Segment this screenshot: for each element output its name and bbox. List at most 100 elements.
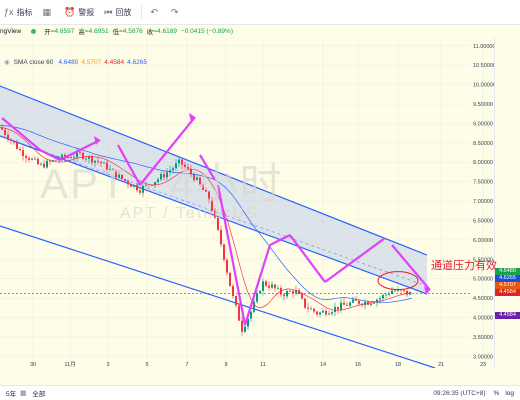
candle-body <box>340 302 342 310</box>
close-label: 收 <box>146 29 154 36</box>
candle-body <box>172 168 174 171</box>
open-label: 开 <box>44 29 51 36</box>
channel-upper-line <box>0 85 428 256</box>
candle-body <box>145 184 147 186</box>
x-tick-label: 30 <box>30 362 36 368</box>
y-tick-label: 7.00000 <box>473 199 493 205</box>
candle-body <box>409 292 411 295</box>
candle-body <box>364 301 366 306</box>
replay-button[interactable]: ⏮ 回放 <box>104 7 131 18</box>
candle-body <box>133 185 135 187</box>
channel-upper-fill <box>0 86 427 294</box>
open-value: =4.6597 <box>50 27 75 35</box>
candle-body <box>97 160 99 162</box>
y-tick-label: 6.00000 <box>473 238 493 244</box>
undo-icon: ↶ <box>150 6 158 17</box>
candle-body <box>52 160 54 162</box>
x-tick-label: 23 <box>480 362 486 368</box>
y-tick-label: 9.00000 <box>473 121 493 127</box>
wave-arrow-segment <box>289 234 326 283</box>
wave-arrow-segment <box>117 144 141 186</box>
candle-body <box>208 191 210 201</box>
wave-arrow-segment <box>1 117 41 151</box>
calendar-icon[interactable]: ▦ <box>20 390 27 397</box>
timeframe-all[interactable]: 全部 <box>32 391 46 398</box>
candle-body <box>391 290 393 295</box>
candle-body <box>238 305 240 321</box>
candle-body <box>112 168 114 171</box>
indicator-name[interactable]: SMA close 60 <box>13 58 54 66</box>
candle-body <box>211 200 213 211</box>
candle-body <box>307 307 309 309</box>
candle-body <box>88 156 90 159</box>
candle-body <box>94 160 96 163</box>
candle-body <box>232 286 234 297</box>
candle-body <box>1 127 3 130</box>
candle-body <box>256 293 258 302</box>
log-toggle[interactable]: log <box>505 389 514 397</box>
indicator-legend: ◉ SMA close 60 4.6480 4.5707 4.4584 4.62… <box>0 56 147 68</box>
candle-body <box>403 290 405 292</box>
undo-button[interactable]: ↶ <box>150 7 161 18</box>
candle-body <box>322 310 324 313</box>
candle-body <box>127 180 129 185</box>
symbol-name[interactable]: ngView <box>0 27 22 35</box>
wave-arrowhead <box>94 136 100 145</box>
price-tag: 4.6265 <box>495 275 520 282</box>
candle-body <box>10 139 12 141</box>
candle-body <box>265 281 267 286</box>
candle-body <box>250 311 252 319</box>
candle-body <box>166 172 168 178</box>
replay-label: 回放 <box>115 7 132 17</box>
candle-body <box>40 163 42 165</box>
candle-body <box>49 160 51 162</box>
indicator-value-1: 4.6480 <box>58 58 79 66</box>
candle-body <box>217 217 219 230</box>
candle-body <box>148 184 150 186</box>
indicators-button[interactable]: ƒx 指标 <box>4 7 33 18</box>
candle-body <box>91 156 93 163</box>
replay-icon: ⏮ <box>104 6 113 17</box>
candle-body <box>370 303 372 305</box>
candle-body <box>406 290 408 295</box>
timeframe-5y[interactable]: 5年 <box>6 391 17 398</box>
clock-readout[interactable]: 09:26:35 (UTC+8) <box>433 389 486 397</box>
candle-body <box>199 177 201 185</box>
candle-body <box>331 311 333 314</box>
y-tick-label: 8.00000 <box>473 160 493 166</box>
candle-body <box>82 152 84 159</box>
indicator-value-2: 4.5707 <box>81 58 102 66</box>
candle-body <box>61 154 63 160</box>
candle-body <box>298 290 300 295</box>
candle-body <box>235 296 237 306</box>
y-tick-label: 10.00000 <box>473 83 495 89</box>
candle-body <box>292 291 294 294</box>
redo-button[interactable]: ↷ <box>171 7 182 18</box>
candle-body <box>118 174 120 178</box>
candle-body <box>196 177 198 180</box>
y-tick-label: 6.50000 <box>473 218 493 224</box>
change-value: −0.0415 (−0.89%) <box>180 27 233 35</box>
indicator-eye-icon[interactable]: ◉ <box>4 59 10 66</box>
channel-middle-line <box>0 135 428 295</box>
candle-body <box>151 185 153 186</box>
layout-button[interactable]: ▦ <box>43 7 55 18</box>
indicator-value-4: 4.6265 <box>127 58 147 66</box>
wave-arrow-segment <box>324 237 386 283</box>
percent-toggle[interactable]: % <box>493 389 500 397</box>
candle-body <box>283 294 285 297</box>
alarm-button[interactable]: ⏰ 警报 <box>64 7 94 18</box>
candle-body <box>181 159 183 165</box>
candle-body <box>271 284 273 288</box>
candle-body <box>310 308 312 310</box>
price-chart[interactable]: 11.00000 10.50000 10.00000 9.50000 9.00000 8.… <box>0 38 495 368</box>
candle-body <box>229 272 231 287</box>
bottom-bar: 5年 ▦ 全部 09:26:35 (UTC+8) % log <box>0 385 520 400</box>
candle-body <box>100 161 102 164</box>
candle-body <box>379 298 381 300</box>
grid-icon: ▦ <box>42 6 52 17</box>
indicator-icon: ƒx <box>4 7 14 17</box>
candle-body <box>214 210 216 218</box>
candle-body <box>124 178 126 181</box>
candle-body <box>247 318 249 327</box>
